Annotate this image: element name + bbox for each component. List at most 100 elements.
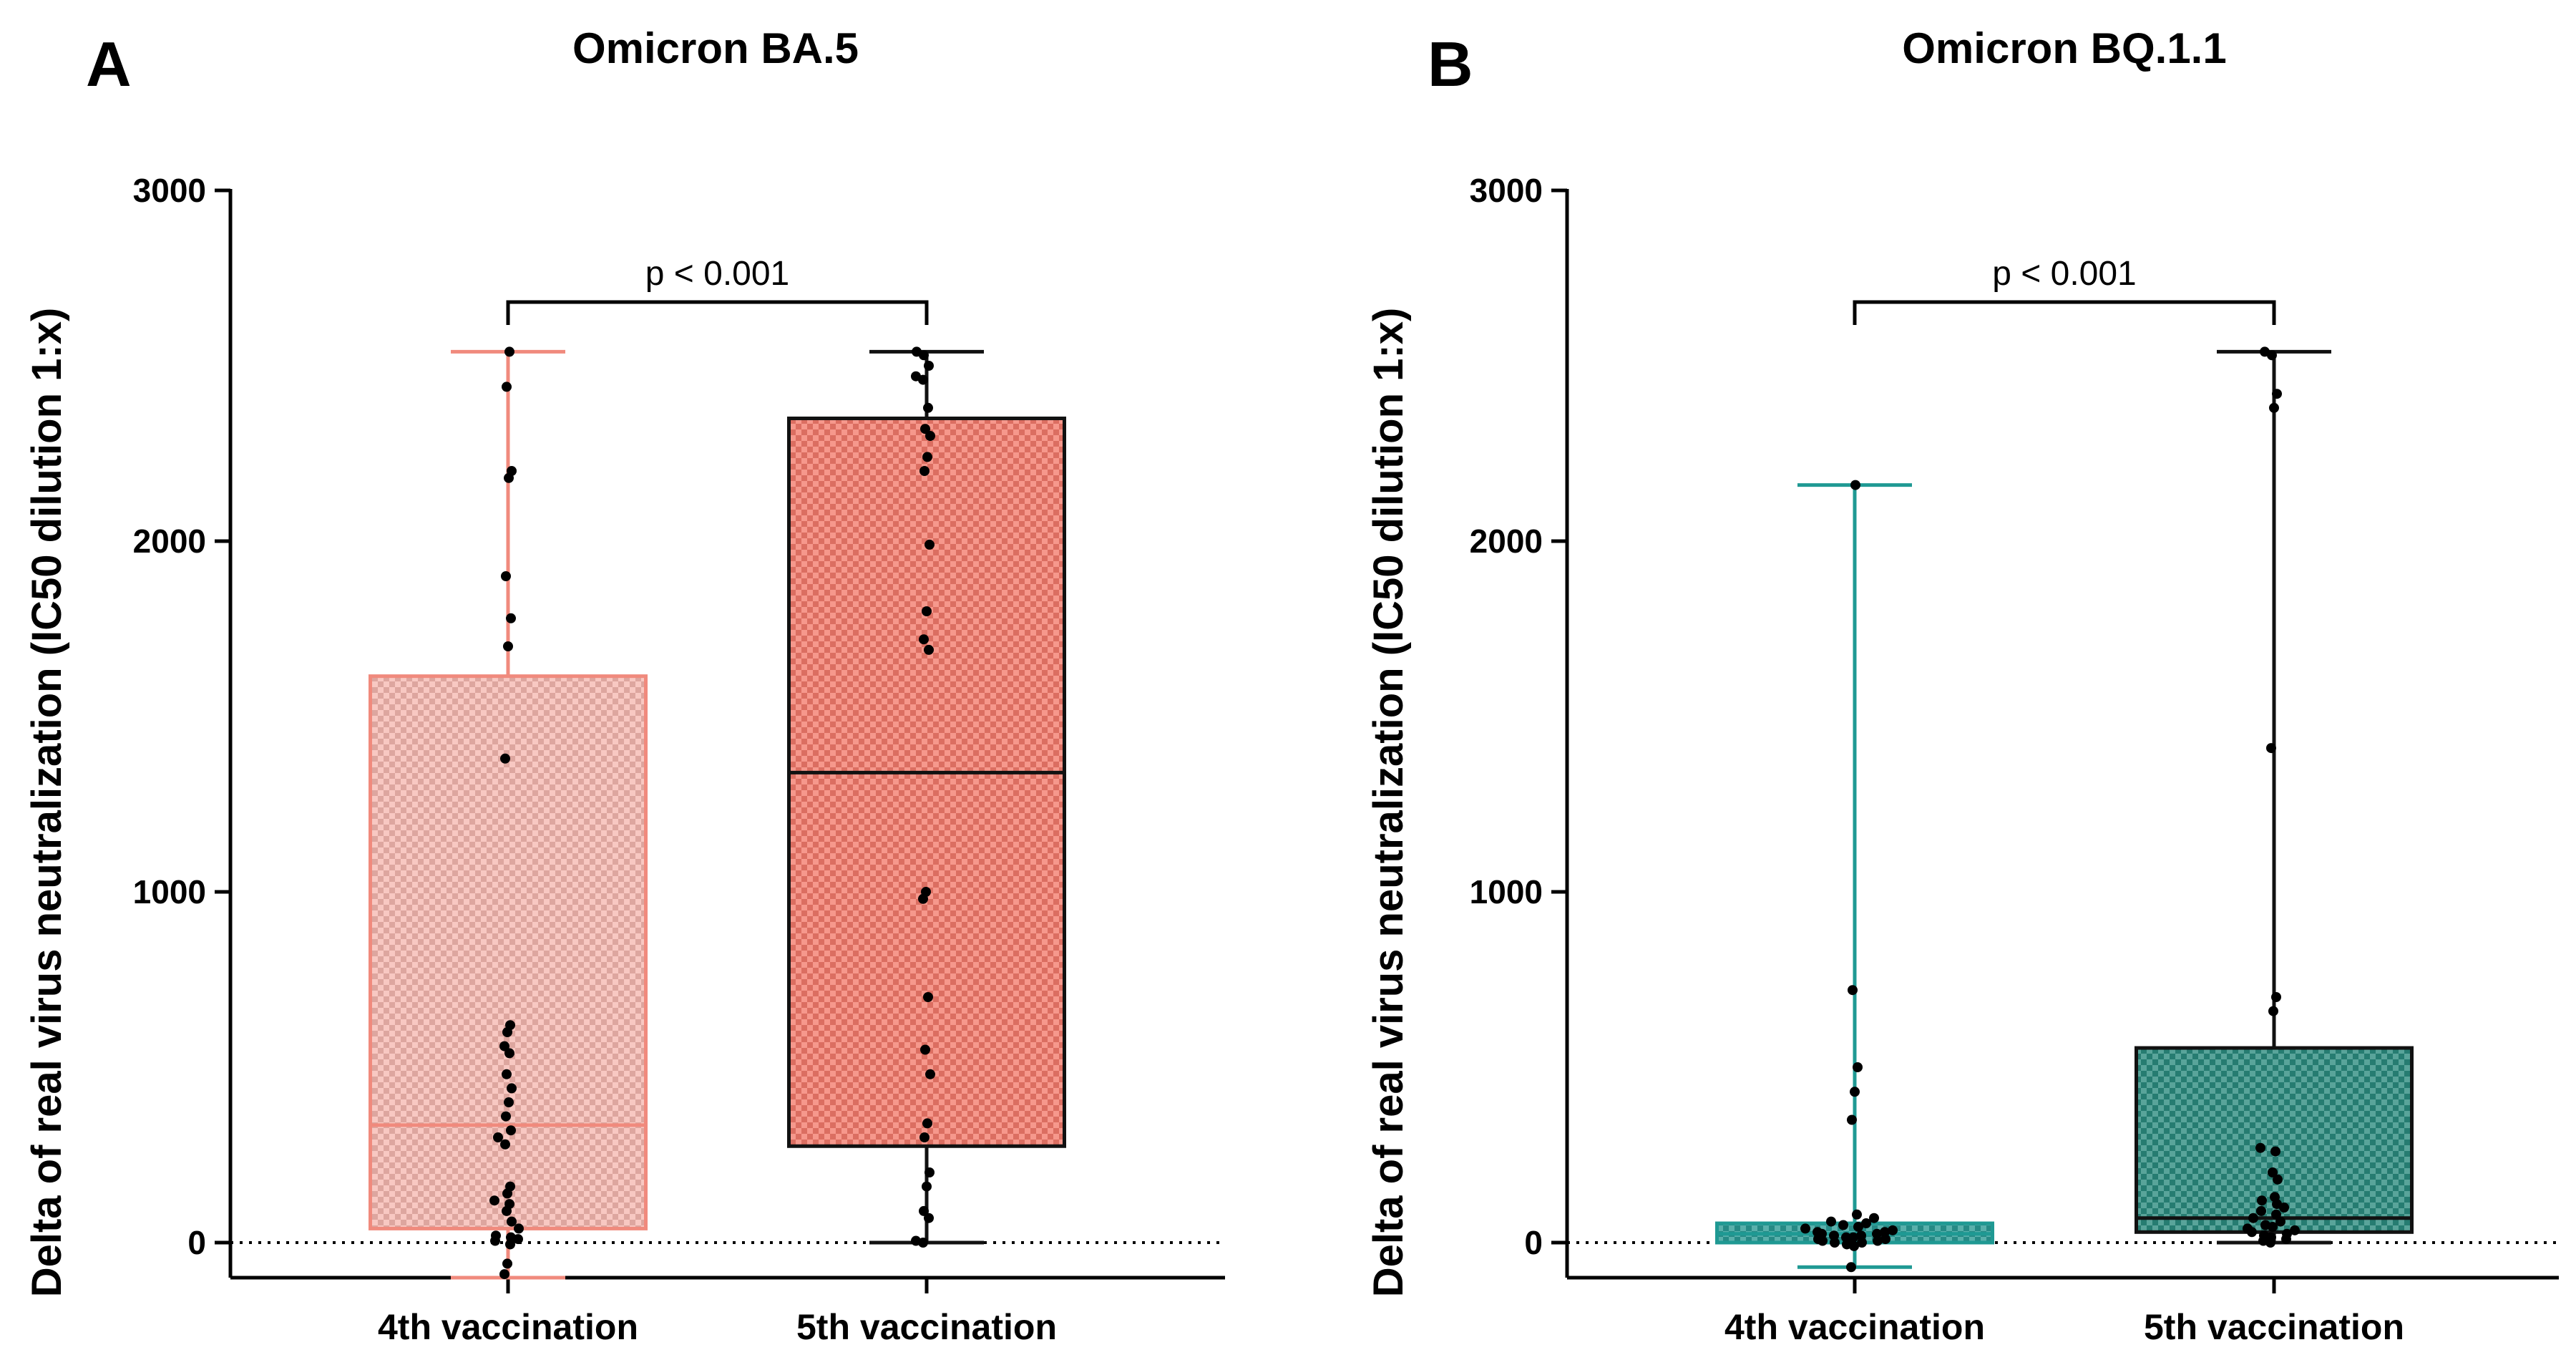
panel-b-4th-vaccination-data-point	[1852, 1209, 1862, 1220]
panel-b-5th-vaccination-data-point	[2266, 743, 2276, 754]
panel-a-4th-vaccination-data-point	[507, 466, 517, 476]
panel-b-y-tick-label: 1000	[1470, 873, 1543, 910]
panel-a-p-value-label: p < 0.001	[645, 255, 790, 293]
panel-a-5th-vaccination-data-point	[924, 361, 934, 371]
panel-b-5th-vaccination-data-point	[2290, 1225, 2300, 1235]
panel-b-5th-vaccination-data-point	[2260, 346, 2270, 357]
panel-b-5th-vaccination-data-point	[2273, 1174, 2283, 1185]
panel-a-5th-vaccination-data-point	[920, 1044, 930, 1055]
panel-a-4th-vaccination-data-point	[493, 1132, 503, 1142]
panel-b-4th-vaccination-data-point	[1880, 1227, 1890, 1238]
panel-b-5th-vaccination-data-point	[2271, 1209, 2281, 1220]
panel-b-5th-vaccination-data-point	[2255, 1142, 2265, 1153]
panel-a-4th-vaccination-data-point	[514, 1223, 524, 1234]
panel-b-5th-vaccination-data-point	[2268, 1167, 2278, 1177]
panel-a-4th-vaccination-data-point	[507, 1083, 517, 1094]
panel-a-5th-vaccination-data-point	[924, 1213, 934, 1223]
panel-b-5th-vaccination-data-point	[2248, 1213, 2258, 1223]
panel-b-y-tick-label: 2000	[1470, 523, 1543, 560]
panel-a-4th-vaccination-box	[369, 674, 648, 1230]
panel-b-x-tick-label: 5th vaccination	[2144, 1307, 2404, 1347]
panel-a-4th-vaccination-data-point	[504, 1199, 514, 1210]
panel-b-5th-vaccination-data-point	[2269, 402, 2279, 413]
panel-b-5th-vaccination-data-point	[2271, 992, 2281, 1002]
panel-b-title: Omicron BQ.1.1	[1902, 24, 2226, 72]
panel-b-4th-vaccination-data-point	[1872, 1228, 1882, 1239]
panel-a-5th-vaccination-data-point	[925, 1069, 935, 1079]
panel-b-5th-vaccination-data-point	[2268, 1006, 2278, 1016]
panel-a-5th-vaccination-data-point	[922, 606, 932, 616]
panel-b-4th-vaccination-data-point	[1826, 1216, 1836, 1227]
panel-a-5th-vaccination-data-point	[922, 452, 932, 462]
panel-b: B Omicron BQ.1.1 Delta of real virus neutr…	[1365, 24, 2559, 1347]
panel-b-p-value-label: p < 0.001	[1992, 255, 2137, 293]
panel-a-4th-vaccination-data-point	[506, 613, 516, 623]
panel-a-4th-vaccination-data-point	[500, 1139, 510, 1150]
panel-b-4th-vaccination-data-point	[1856, 1230, 1866, 1241]
panel-b-4th-vaccination-data-point	[1841, 1232, 1851, 1243]
panel-a-5th-vaccination-data-point	[921, 887, 931, 897]
panel-b-4th-vaccination-data-point	[1838, 1220, 1848, 1230]
panel-a-4th-vaccination-data-point	[489, 1195, 499, 1206]
panel-b-5th-vaccination-data-point	[2270, 1192, 2280, 1203]
panel-a-4th-vaccination-data-point	[500, 753, 510, 764]
panel-b-4th-vaccination-data-point	[1888, 1225, 1898, 1235]
panel-b-5th-vaccination-data-point	[2282, 1228, 2292, 1239]
panel-a-4th-vaccination-data-point	[503, 641, 513, 651]
panel-a-5th-vaccination-data-point	[920, 424, 930, 434]
panel-a-4th-vaccination-data-point	[505, 1020, 515, 1031]
panel-b-5th-vaccination-data-point	[2270, 1146, 2280, 1157]
panel-a-5th-vaccination-data-point	[922, 1181, 932, 1192]
panel-b-4th-vaccination-data-point	[1853, 1062, 1863, 1072]
panel-b-4th-vaccination-data-point	[1848, 1232, 1858, 1243]
panel-a-5th-vaccination-data-point	[912, 346, 922, 357]
panel-a-4th-vaccination-data-point	[505, 1181, 515, 1192]
panel-b-significance-bracket	[1853, 300, 2276, 325]
panel-a-5th-vaccination-data-point	[911, 1235, 921, 1246]
panel-b-5th-vaccination-data-point	[2256, 1205, 2266, 1216]
panel-a-5th-vaccination-data-point	[919, 466, 930, 476]
panel-b-4th-vaccination-data-point	[1800, 1223, 1810, 1234]
panel-b-5th-vaccination-data-point	[2260, 1220, 2270, 1230]
panel-a-y-axis-label: Delta of real virus neutralization (IC50…	[24, 308, 70, 1298]
panel-b-x-tick-label: 4th vaccination	[1724, 1307, 1985, 1347]
panel-b-4th-vaccination-data-point	[1850, 480, 1860, 490]
panel-a-4th-vaccination-data-point	[502, 1069, 512, 1079]
panel-b-5th-vaccination-data-point	[2257, 1195, 2267, 1206]
panel-a-title: Omicron BA.5	[572, 24, 859, 72]
panel-b-4th-vaccination-data-point	[1861, 1218, 1871, 1229]
panel-b-4th-vaccination-data-point	[1846, 1262, 1856, 1273]
panel-b-y-tick-label: 3000	[1470, 172, 1543, 209]
panel-a-4th-vaccination-data-point	[491, 1230, 501, 1241]
panel-a-4th-vaccination-data-point	[506, 1232, 516, 1243]
panel-b-4th-vaccination-data-point	[1829, 1230, 1839, 1241]
panel-a-4th-vaccination-data-point	[507, 1216, 517, 1227]
panel-a-y-tick-label: 3000	[133, 172, 206, 209]
panel-b-4th-vaccination-data-point	[1853, 1221, 1863, 1232]
panel-a-4th-vaccination-data-point	[499, 1269, 509, 1280]
panel-a-4th-vaccination-data-point	[506, 1125, 516, 1136]
panel-a-5th-vaccination-data-point	[911, 371, 921, 382]
panel-a-5th-vaccination-data-point	[924, 1167, 935, 1177]
panel-a-y-tick-label: 0	[187, 1224, 206, 1261]
panel-a-4th-vaccination-data-point	[501, 571, 511, 581]
panel-a-5th-vaccination-data-point	[924, 644, 934, 655]
panel-a-4th-vaccination-data-point	[504, 1097, 514, 1107]
panel-b-4th-vaccination-data-point	[1847, 1114, 1857, 1125]
panel-a-5th-vaccination-data-point	[923, 402, 933, 413]
panel-a-5th-vaccination-data-point	[919, 634, 929, 645]
panel-a-5th-vaccination-data-point	[922, 1118, 932, 1129]
panel-b-5th-vaccination-data-point	[2259, 1230, 2269, 1241]
panel-a-5th-vaccination-data-point	[919, 1205, 929, 1216]
panel-a-y-tick-label: 1000	[133, 873, 206, 910]
panel-a-5th-vaccination-data-point	[923, 992, 933, 1002]
panel-b-y-tick-label: 0	[1524, 1224, 1543, 1261]
panel-a-significance-bracket	[506, 300, 929, 325]
panel-b-4th-vaccination-data-point	[1850, 1087, 1860, 1097]
panel-a-5th-vaccination-box	[787, 417, 1066, 1148]
panel-b-y-axis-label: Delta of real virus neutralization (IC50…	[1365, 308, 1412, 1298]
panel-a-4th-vaccination-data-point	[501, 1111, 511, 1122]
panel-a-4th-vaccination-data-point	[504, 1048, 514, 1059]
panel-a-x-tick-label: 5th vaccination	[796, 1307, 1057, 1347]
